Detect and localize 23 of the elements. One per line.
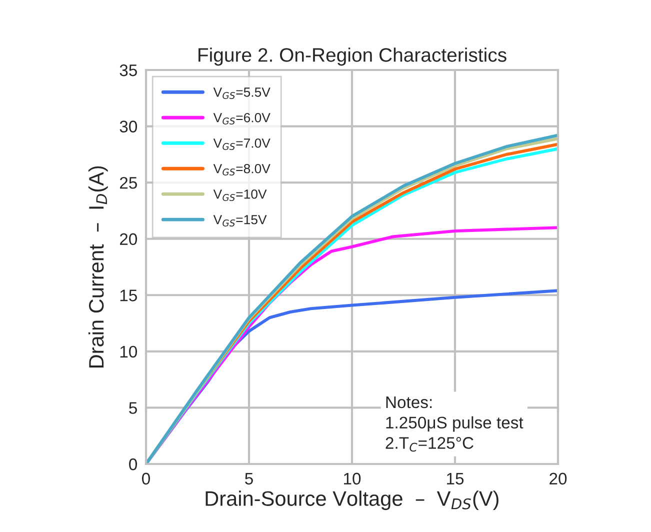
x-axis-title: Drain-Source Voltage – V$_{DS}$(V)	[206, 490, 498, 510]
chart-title: Figure 2. On-Region Characteristics	[198, 48, 506, 66]
y-tick-label: 15	[120, 290, 137, 302]
x-tick-label: 10	[344, 472, 361, 485]
y-axis-title: Drain Current – I$_{D}$(A)	[88, 166, 108, 368]
y-tick-label: 0	[129, 458, 138, 470]
legend-label: V$_{GS}$=10V	[213, 189, 267, 201]
y-tick-label: 20	[120, 233, 138, 246]
y-tick-label: 25	[120, 176, 137, 189]
y-tick-label: 30	[120, 120, 138, 132]
legend-label: V$_{GS}$=6.0V	[213, 112, 270, 124]
x-tick-label: 0	[142, 472, 150, 485]
legend-label: V$_{GS}$=15V	[213, 215, 267, 226]
legend-label: V$_{GS}$=5.5V	[213, 88, 270, 99]
annotation: Notes: 1.250μS pulse test 2.T$_{C}$=125°C	[386, 396, 524, 452]
x-tick-label: 20	[550, 472, 567, 485]
x-tick-label: 15	[447, 472, 464, 485]
y-tick-label: 35	[120, 64, 137, 76]
y-tick-label: 5	[129, 402, 137, 414]
legend-label: V$_{GS}$=7.0V	[213, 138, 270, 150]
x-tick-label: 5	[245, 472, 253, 485]
legend-label: V$_{GS}$=8.0V	[213, 164, 270, 176]
y-tick-label: 10	[120, 346, 138, 358]
